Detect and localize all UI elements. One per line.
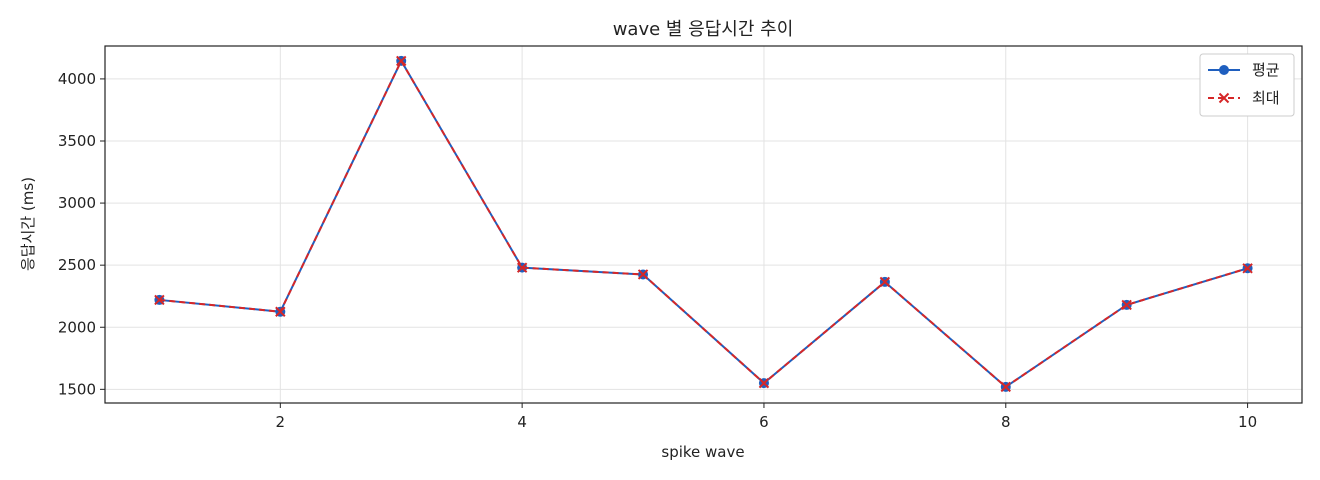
data-point <box>1242 263 1253 274</box>
y-tick-label: 4000 <box>58 70 96 88</box>
data-point <box>275 306 286 317</box>
legend-entry-max: 최대 <box>1208 89 1280 107</box>
legend-marker-max <box>1218 92 1230 104</box>
y-axis: 1500 2000 2500 3000 3500 4000 <box>58 70 105 398</box>
series-layer <box>154 55 1253 393</box>
data-point <box>396 55 407 67</box>
data-point <box>758 377 770 389</box>
x-tick-label: 6 <box>759 413 769 431</box>
x-axis-title: spike wave <box>661 443 744 461</box>
y-tick-label: 2500 <box>58 256 96 274</box>
data-point <box>637 269 649 280</box>
data-point <box>1121 299 1132 311</box>
x-axis: 2 4 6 8 10 <box>276 403 1257 431</box>
y-tick-label: 1500 <box>58 380 96 398</box>
series-max <box>154 55 1253 393</box>
chart-title: wave 별 응답시간 추이 <box>613 19 794 40</box>
x-tick-label: 8 <box>1001 413 1011 431</box>
legend-label-avg: 평균 <box>1252 61 1280 79</box>
x-tick-label: 4 <box>517 413 527 431</box>
data-point <box>1000 381 1011 393</box>
data-point <box>154 294 165 306</box>
data-point <box>879 276 891 288</box>
data-point <box>516 262 528 273</box>
y-tick-label: 3000 <box>58 194 96 212</box>
series-line <box>159 59 1248 388</box>
x-tick-label: 10 <box>1238 413 1257 431</box>
legend: 평균 최대 <box>1199 53 1295 117</box>
plot-area-frame <box>104 45 1303 404</box>
legend-label-max: 최대 <box>1252 89 1280 107</box>
legend-box <box>1199 53 1295 117</box>
grid-lines <box>105 46 1302 403</box>
y-tick-label: 2000 <box>58 318 96 336</box>
y-tick-label: 3500 <box>58 132 96 150</box>
series-line <box>159 59 1248 388</box>
series-avg <box>154 55 1253 392</box>
y-axis-title: 응답시간 (ms) <box>19 177 37 271</box>
legend-entry-avg: 평균 <box>1208 61 1280 79</box>
x-tick-label: 2 <box>276 413 286 431</box>
legend-marker-avg <box>1219 65 1229 75</box>
